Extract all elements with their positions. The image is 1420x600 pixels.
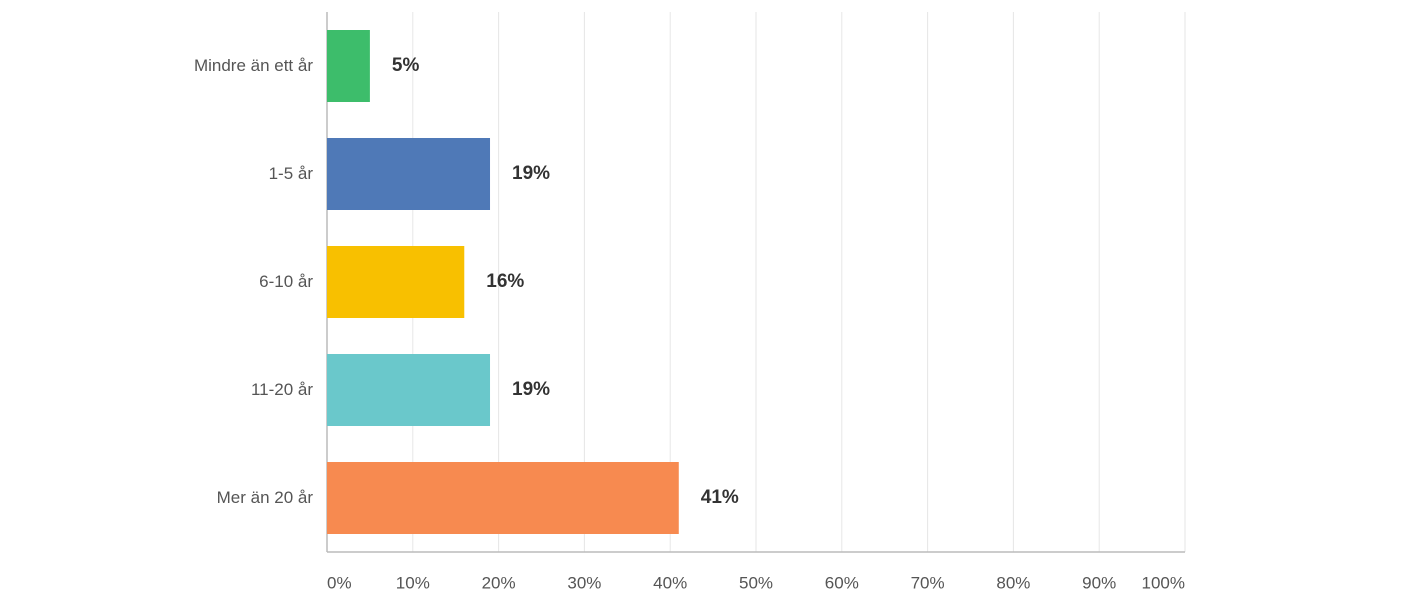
x-tick-label: 100% bbox=[1142, 573, 1185, 592]
data-label: 41% bbox=[701, 487, 739, 508]
x-tick-label: 70% bbox=[911, 573, 945, 592]
bar bbox=[327, 30, 370, 102]
x-tick-label: 90% bbox=[1082, 573, 1116, 592]
x-tick-label: 20% bbox=[482, 573, 516, 592]
x-tick-label: 30% bbox=[567, 573, 601, 592]
y-tick-label: 11-20 år bbox=[250, 380, 313, 399]
y-tick-label: Mer än 20 år bbox=[216, 488, 313, 507]
data-label: 19% bbox=[512, 163, 550, 184]
bar bbox=[327, 138, 491, 210]
y-tick-label: 1-5 år bbox=[268, 164, 313, 183]
bar bbox=[327, 246, 465, 318]
data-label: 19% bbox=[512, 379, 550, 400]
bar bbox=[327, 462, 679, 534]
y-tick-label: 6-10 år bbox=[259, 272, 313, 291]
y-tick-label: Mindre än ett år bbox=[193, 56, 313, 75]
x-tick-label: 60% bbox=[825, 573, 859, 592]
data-label: 5% bbox=[392, 55, 420, 76]
data-label: 16% bbox=[486, 271, 524, 292]
x-tick-label: 40% bbox=[653, 573, 687, 592]
x-tick-label: 50% bbox=[739, 573, 773, 592]
x-tick-label: 10% bbox=[396, 573, 430, 592]
x-tick-label: 80% bbox=[996, 573, 1030, 592]
bar bbox=[327, 354, 491, 426]
x-tick-label: 0% bbox=[327, 573, 352, 592]
